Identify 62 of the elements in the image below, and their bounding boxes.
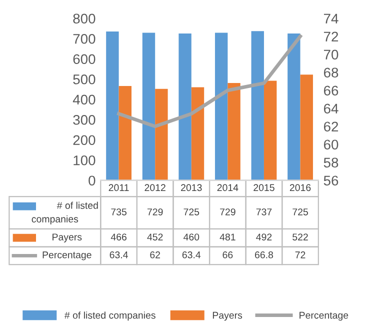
x-tick-label: 2011 bbox=[108, 184, 129, 192]
text: # of listed companies bbox=[64, 312, 156, 321]
y2-tick-label: 68 bbox=[324, 68, 338, 78]
legend-label: Payers bbox=[52, 234, 82, 242]
y-tick-label: 500 bbox=[73, 74, 96, 84]
x-tick-label: 2012 bbox=[144, 184, 166, 192]
y-tick-label: 300 bbox=[73, 114, 96, 125]
data-label: 492 bbox=[256, 234, 272, 240]
y2-tick-label: 58 bbox=[324, 158, 338, 168]
data-label: 63.4 bbox=[110, 251, 128, 258]
data-label: 63.4 bbox=[182, 251, 201, 258]
text: Percentage bbox=[300, 312, 348, 321]
bar bbox=[214, 32, 228, 180]
data-label: 725 bbox=[184, 208, 200, 216]
y-tick-label: 100 bbox=[74, 155, 96, 166]
bar bbox=[178, 34, 192, 180]
data-label: 72 bbox=[295, 251, 306, 258]
x-tick-label: 2013 bbox=[181, 184, 202, 192]
legend-label: Percentage bbox=[42, 252, 92, 260]
bar bbox=[264, 80, 277, 180]
bar bbox=[251, 31, 264, 180]
bar bbox=[228, 82, 240, 180]
bar bbox=[191, 87, 204, 180]
line-series bbox=[117, 34, 302, 128]
text: Payers bbox=[212, 312, 242, 321]
y-tick-label: 700 bbox=[73, 34, 96, 44]
bar bbox=[118, 86, 132, 180]
x-tick-label: 2016 bbox=[290, 184, 311, 192]
bar bbox=[142, 32, 156, 180]
data-label: 725 bbox=[292, 208, 308, 216]
y-tick-label: 0 bbox=[88, 176, 96, 186]
bar bbox=[155, 88, 168, 180]
y2-tick-label: 56 bbox=[324, 176, 338, 186]
y2-tick-label: 60 bbox=[324, 140, 338, 150]
y-tick-label: 600 bbox=[73, 54, 96, 64]
bar bbox=[288, 34, 300, 180]
data-label: 62 bbox=[150, 251, 160, 258]
y2-tick-label: 62 bbox=[324, 122, 338, 132]
data-label: 737 bbox=[256, 208, 272, 216]
x-tick-label: 2015 bbox=[254, 184, 274, 192]
bar bbox=[106, 32, 119, 180]
data-label: 66 bbox=[222, 251, 233, 258]
y2-tick-label: 64 bbox=[324, 104, 338, 114]
data-label: 729 bbox=[147, 208, 163, 216]
data-label: 452 bbox=[147, 234, 163, 240]
data-label: 729 bbox=[220, 208, 236, 216]
bar bbox=[300, 74, 313, 180]
y-tick-label: 400 bbox=[72, 94, 96, 105]
y2-tick-label: 70 bbox=[324, 50, 338, 60]
legend-label: # of listed companies bbox=[32, 202, 98, 224]
data-label: 481 bbox=[220, 234, 236, 240]
y2-tick-label: 66 bbox=[324, 86, 338, 96]
y2-tick-label: 72 bbox=[324, 32, 338, 42]
data-label: 460 bbox=[184, 234, 200, 240]
data-label: 66.8 bbox=[255, 251, 274, 258]
data-label: 735 bbox=[111, 208, 126, 216]
data-label: 522 bbox=[292, 234, 308, 240]
x-tick-label: 2014 bbox=[217, 184, 238, 192]
y2-tick-label: 74 bbox=[324, 14, 338, 24]
data-label: 466 bbox=[110, 234, 126, 240]
y-tick-label: 800 bbox=[73, 14, 96, 24]
y-tick-label: 200 bbox=[73, 135, 96, 146]
